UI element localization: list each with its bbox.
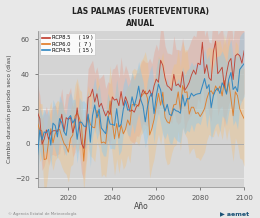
Legend: RCP8.5     ( 19 ), RCP6.0     (  7 ), RCP4.5     ( 15 ): RCP8.5 ( 19 ), RCP6.0 ( 7 ), RCP4.5 ( 15…: [40, 33, 95, 55]
X-axis label: Año: Año: [133, 202, 148, 211]
Title: LAS PALMAS (FUERTEVENTURA)
ANUAL: LAS PALMAS (FUERTEVENTURA) ANUAL: [72, 7, 209, 28]
Y-axis label: Cambio duración periodo seco (días): Cambio duración periodo seco (días): [7, 54, 12, 163]
Text: ▶ aemet: ▶ aemet: [220, 211, 250, 216]
Text: © Agencia Estatal de Meteorología: © Agencia Estatal de Meteorología: [8, 212, 76, 216]
